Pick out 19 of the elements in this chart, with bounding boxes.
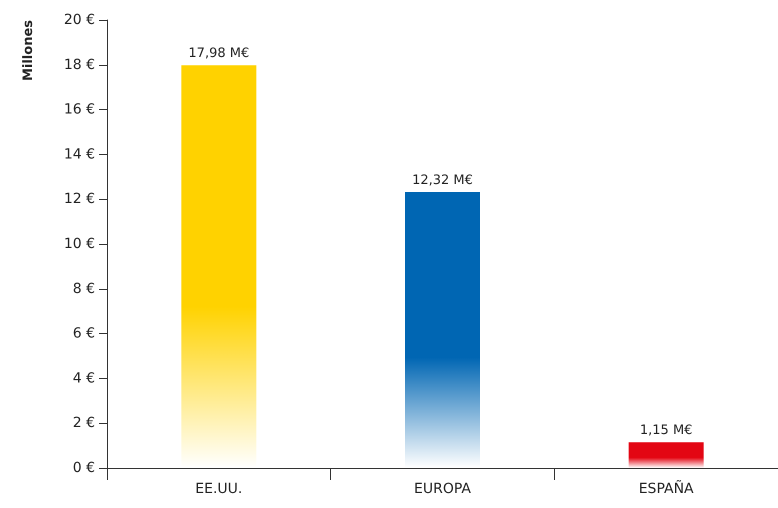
y-tick-label: 0 €: [72, 460, 95, 476]
y-tick-label: 4 €: [72, 370, 95, 386]
y-tick-label: 18 €: [64, 56, 95, 73]
y-tick-label: 6 €: [72, 326, 95, 342]
x-tick-label: EUROPA: [414, 481, 472, 497]
y-tick-label: 14 €: [64, 146, 95, 162]
y-tick-label: 10 €: [64, 236, 95, 252]
y-tick-label: 20 €: [64, 12, 95, 28]
x-tick-label: EE.UU.: [195, 481, 242, 497]
y-tick-label: 2 €: [72, 415, 95, 432]
y-tick-label: 12 €: [64, 191, 95, 208]
y-tick-label: 16 €: [64, 102, 95, 118]
data-label: 17,98 M€: [188, 46, 250, 62]
bar: [628, 442, 704, 468]
data-label: 1,15 M€: [640, 423, 692, 438]
data-label: 12,32 M€: [412, 173, 473, 188]
x-tick-label: ESPAÑA: [638, 480, 694, 497]
y-axis-title: Millones: [21, 20, 36, 82]
y-tick-label: 8 €: [72, 280, 95, 297]
